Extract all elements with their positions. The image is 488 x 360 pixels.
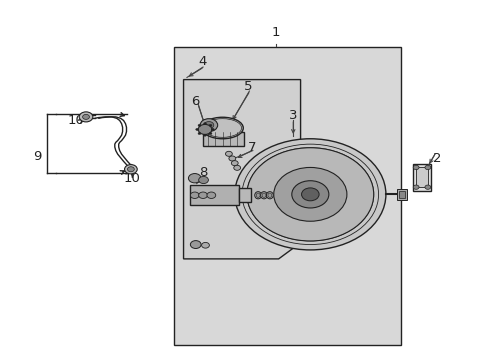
Text: 3: 3 — [288, 109, 297, 122]
Circle shape — [233, 165, 240, 170]
Circle shape — [228, 156, 235, 161]
Polygon shape — [183, 80, 300, 259]
Circle shape — [231, 161, 238, 166]
Text: 10: 10 — [123, 172, 141, 185]
Text: 9: 9 — [33, 150, 41, 163]
Circle shape — [203, 123, 206, 125]
Circle shape — [412, 185, 418, 189]
Text: 7: 7 — [247, 141, 256, 154]
Circle shape — [190, 240, 201, 248]
Circle shape — [225, 151, 232, 156]
Bar — [412, 164, 430, 191]
Circle shape — [198, 176, 208, 184]
Circle shape — [200, 119, 217, 132]
Circle shape — [234, 139, 385, 250]
Text: 4: 4 — [199, 55, 207, 68]
Circle shape — [127, 167, 134, 172]
Ellipse shape — [266, 192, 273, 199]
Circle shape — [195, 129, 198, 131]
Circle shape — [201, 242, 209, 248]
Text: 1: 1 — [271, 27, 280, 40]
Circle shape — [124, 165, 137, 174]
Text: 2: 2 — [432, 152, 441, 165]
Ellipse shape — [254, 192, 261, 199]
Circle shape — [273, 167, 346, 221]
Circle shape — [82, 114, 89, 120]
Text: 8: 8 — [199, 166, 207, 179]
Circle shape — [198, 125, 211, 134]
Bar — [415, 167, 427, 187]
Ellipse shape — [260, 192, 267, 199]
Bar — [173, 47, 400, 345]
Circle shape — [198, 192, 207, 198]
Circle shape — [246, 148, 373, 241]
Circle shape — [412, 165, 418, 170]
Circle shape — [424, 165, 430, 170]
Circle shape — [211, 129, 214, 131]
Circle shape — [198, 132, 201, 135]
Circle shape — [203, 134, 206, 136]
Circle shape — [206, 192, 215, 198]
Text: 5: 5 — [244, 80, 252, 93]
Ellipse shape — [262, 193, 265, 197]
Circle shape — [198, 124, 201, 126]
Circle shape — [79, 112, 93, 122]
Circle shape — [190, 192, 199, 198]
Circle shape — [209, 124, 212, 126]
Circle shape — [209, 132, 212, 135]
Bar — [189, 185, 238, 205]
Bar — [203, 132, 244, 146]
Ellipse shape — [256, 193, 260, 197]
Ellipse shape — [267, 193, 271, 197]
Circle shape — [203, 122, 213, 129]
Bar — [238, 188, 250, 202]
Bar — [396, 189, 407, 200]
Circle shape — [301, 188, 319, 201]
Ellipse shape — [202, 117, 243, 139]
Text: 10: 10 — [68, 114, 84, 127]
Text: 6: 6 — [191, 95, 200, 108]
Circle shape — [188, 174, 201, 183]
Bar — [398, 191, 405, 198]
Circle shape — [424, 185, 430, 189]
Circle shape — [291, 181, 328, 208]
